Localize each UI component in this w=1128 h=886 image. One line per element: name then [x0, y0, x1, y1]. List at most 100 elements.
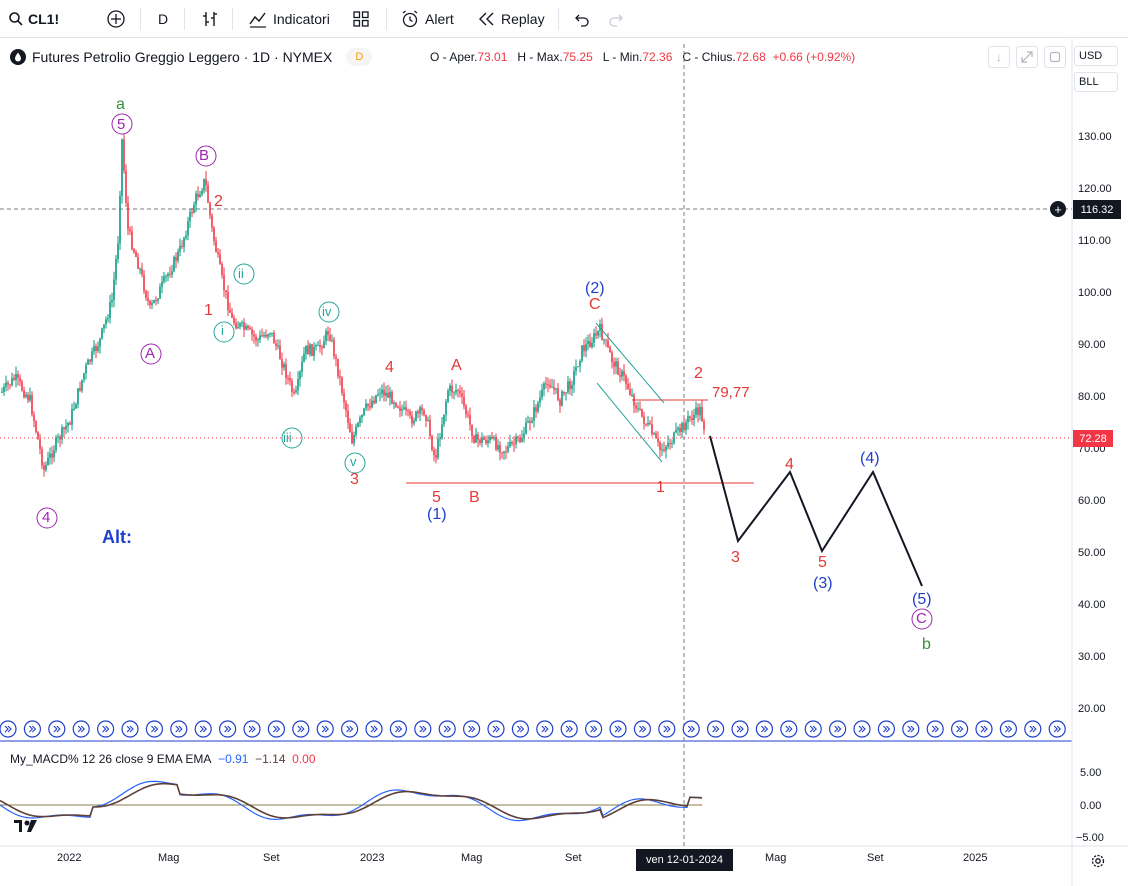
candle-body — [663, 449, 665, 451]
add-alert-plus-icon[interactable]: + — [1050, 201, 1066, 217]
symbol-search-button[interactable]: CL1! — [8, 7, 59, 31]
candle-body — [251, 329, 253, 335]
candle-body — [129, 229, 131, 232]
candle-body — [477, 434, 479, 440]
candle-body — [13, 378, 15, 380]
candle-body — [239, 323, 241, 327]
candle-body — [585, 344, 587, 352]
candle-body — [17, 374, 19, 378]
candle-body — [517, 436, 519, 439]
candle-body — [373, 400, 375, 403]
candle-body — [521, 437, 523, 442]
candle-body — [381, 389, 383, 394]
wave-label-2: 2 — [214, 193, 223, 210]
candle-body — [673, 432, 675, 444]
indicators-icon — [249, 12, 266, 28]
candle-body — [697, 407, 699, 416]
resistance-level-label: 79,77 — [712, 384, 750, 401]
symbol-label: CL1! — [28, 11, 60, 27]
wave-label-3-paren: (3) — [813, 575, 833, 592]
grid-icon — [353, 11, 369, 27]
currency-selector[interactable]: USD — [1074, 46, 1118, 66]
price-axis-label: 30.00 — [1078, 651, 1106, 663]
candle-body — [287, 377, 289, 379]
delayed-data-badge[interactable]: D — [346, 48, 373, 66]
candle-body — [425, 415, 427, 421]
maximize-icon — [1049, 51, 1061, 63]
indicators-button[interactable]: Indicatori — [248, 7, 330, 31]
forward-arrow-icon — [858, 725, 866, 733]
forward-arrow-icon — [248, 725, 256, 733]
candle-body — [9, 384, 11, 386]
candle-body — [621, 371, 623, 377]
forward-arrow-icon — [468, 725, 476, 733]
forward-arrow-icon — [346, 725, 354, 733]
candle-body — [497, 445, 499, 450]
forward-arrow-icon — [53, 725, 61, 733]
maximize-pane-button[interactable] — [1044, 46, 1066, 68]
candle-body — [109, 302, 111, 319]
candle-body — [49, 453, 51, 458]
forward-arrow-icon — [663, 725, 671, 733]
candle-body — [243, 322, 245, 330]
candle-body — [445, 401, 447, 415]
time-axis-label: 2023 — [360, 852, 385, 864]
candle-body — [363, 408, 365, 416]
chart-area[interactable] — [0, 39, 1128, 886]
layouts-button[interactable] — [352, 7, 370, 31]
undo-button[interactable] — [572, 7, 590, 31]
candle-body — [399, 407, 401, 411]
compare-button[interactable] — [106, 7, 126, 31]
unit-selector[interactable]: BLL — [1074, 72, 1118, 92]
candle-body — [581, 345, 583, 362]
candle-body — [277, 345, 279, 347]
alarm-clock-icon — [402, 10, 418, 28]
candle-body — [431, 435, 433, 451]
interval-button[interactable]: D — [158, 11, 169, 27]
candle-body — [343, 393, 345, 403]
candle-body — [235, 323, 237, 329]
scroll-down-button[interactable]: ↓ — [988, 46, 1010, 68]
candle-body — [159, 286, 161, 299]
candle-body — [575, 367, 577, 372]
redo-button[interactable] — [608, 7, 626, 31]
candle-body — [175, 257, 177, 261]
candle-body — [675, 429, 677, 433]
gear-icon — [1091, 854, 1105, 868]
candle-body — [267, 334, 269, 337]
candle-body — [347, 410, 349, 424]
candle-body — [181, 245, 183, 247]
candle-body — [223, 275, 225, 291]
candle-body — [61, 427, 63, 440]
candle-body — [449, 385, 451, 391]
candle-body — [377, 394, 379, 396]
price-axis-label: 120.00 — [1078, 183, 1112, 195]
candle-body — [557, 388, 559, 400]
candle-body — [549, 385, 551, 388]
candle-body — [201, 190, 203, 195]
candle-body — [309, 344, 311, 355]
chart-type-button[interactable] — [200, 7, 220, 31]
candle-body — [97, 346, 99, 351]
alert-button[interactable]: Alert — [400, 7, 454, 31]
toolbar-divider — [184, 8, 185, 30]
candle-body — [691, 418, 693, 420]
add-circle-icon — [107, 10, 125, 28]
chart-settings-button[interactable] — [1090, 853, 1106, 874]
fullscreen-button[interactable] — [1016, 46, 1038, 68]
candle-body — [233, 317, 235, 324]
candle-body — [613, 362, 615, 367]
candle-body — [493, 436, 495, 439]
forward-arrow-icon — [785, 725, 793, 733]
replay-button[interactable]: Replay — [477, 7, 545, 31]
forward-arrow-icon — [639, 725, 647, 733]
candle-body — [21, 381, 23, 391]
candle-body — [505, 451, 507, 453]
forward-arrow-icon — [199, 725, 207, 733]
forward-arrow-icon — [907, 725, 915, 733]
candle-body — [405, 407, 407, 411]
candle-body — [193, 204, 195, 213]
candle-body — [679, 427, 681, 432]
candle-body — [125, 170, 127, 204]
circled-wave-labels — [36, 113, 933, 630]
